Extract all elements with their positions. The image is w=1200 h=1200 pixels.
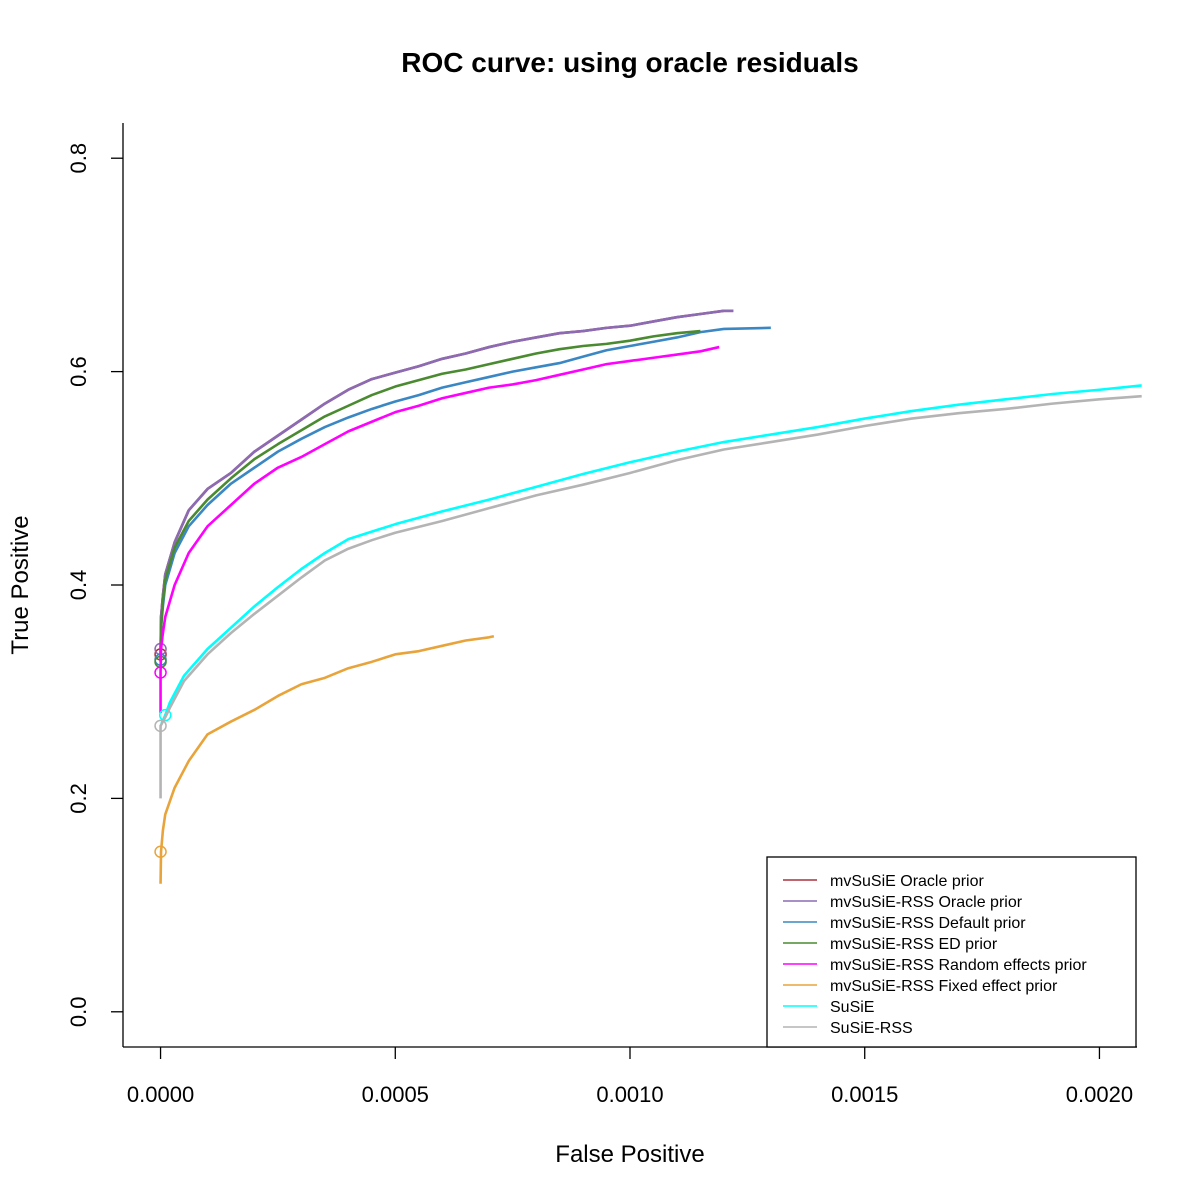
y-axis-label: True Positive [7,515,34,654]
x-axis-label: False Positive [555,1141,704,1168]
x-tick-label: 0.0000 [127,1082,194,1107]
y-tick-label: 0.8 [66,143,91,174]
legend-entry: mvSuSiE-RSS Fixed effect prior [830,978,1058,995]
legend-entry: mvSuSiE-RSS Random effects prior [830,957,1087,974]
y-tick-label: 0.6 [66,356,91,387]
plot-series [154,309,1142,884]
series-line [159,329,701,662]
series-start-marker [154,719,167,733]
legend-entry: SuSiE-RSS [830,1020,913,1037]
series-line [159,309,734,650]
series-line [159,345,720,714]
legend-entry: mvSuSiE-RSS Oracle prior [830,894,1023,911]
series-start-marker [154,845,167,858]
x-tick-label: 0.0015 [831,1082,898,1107]
series-line [159,634,495,884]
axes: 0.0000 0.0005 0.0010 0.0015 0.0020 0.0 0.2 0.4 0… [66,123,1137,1107]
x-tick-label: 0.0005 [362,1082,429,1107]
series-line [159,326,771,660]
x-tick-label: 0.0020 [1066,1082,1133,1107]
series-start-marker [154,666,167,679]
chart-title: ROC curve: using oracle residuals [401,47,859,78]
y-tick-label: 0.2 [66,783,91,814]
y-tick-label: 0.4 [66,570,91,601]
y-tick-label: 0.0 [66,996,91,1027]
legend-entry: mvSuSiE Oracle prior [830,873,984,890]
series-line [159,394,1142,799]
legend-box [766,856,1137,1048]
x-tick-label: 0.0010 [596,1082,663,1107]
legend-entry: SuSiE [830,999,874,1016]
legend-entry: mvSuSiE-RSS ED prior [830,936,998,953]
series-start-marker [159,708,172,722]
legend: mvSuSiE Oracle prior mvSuSiE-RSS Oracle p… [766,856,1137,1048]
legend-entry: mvSuSiE-RSS Default prior [830,915,1026,932]
series-line [160,384,1142,725]
